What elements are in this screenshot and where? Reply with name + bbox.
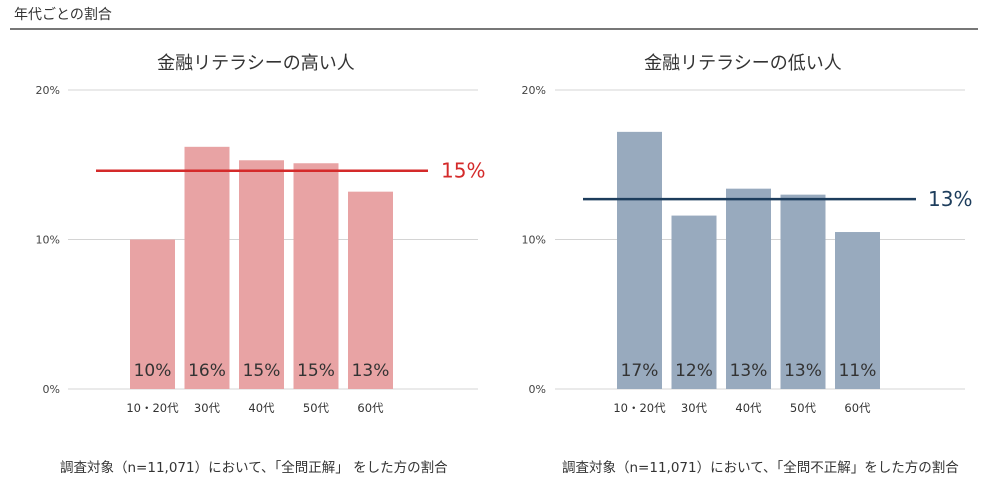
bar [239,160,284,389]
bar [726,188,771,389]
chart-caption-high: 調査対象（n=11,071）において、「全問正解」 をした方の割合 [60,460,448,476]
x-tick-label: 60代 [844,401,871,415]
bar [348,191,393,389]
page-title: 年代ごとの割合 [14,7,112,23]
average-label: 15% [441,159,485,183]
data-label: 13% [352,361,390,381]
y-tick-label: 10% [36,234,60,247]
x-tick-label: 60代 [357,401,384,415]
data-label: 12% [675,361,713,381]
x-tick-label: 50代 [303,401,330,415]
data-label: 13% [730,361,768,381]
x-tick-label: 30代 [681,401,708,415]
y-tick-label: 0% [529,383,546,396]
x-tick-label: 30代 [194,401,221,415]
x-tick-label: 10・20代 [613,401,666,415]
bar [671,215,717,389]
data-label: 17% [621,361,659,381]
x-tick-label: 10・20代 [126,401,179,415]
bar [780,194,826,389]
data-label: 15% [297,361,335,381]
y-tick-label: 0% [43,383,60,396]
bar [293,163,339,389]
x-tick-label: 40代 [735,401,762,415]
y-tick-label: 10% [522,234,546,247]
data-label: 10% [134,361,172,381]
bar [835,232,880,389]
data-label: 11% [839,361,877,381]
bar [184,146,230,389]
y-tick-label: 20% [522,84,546,97]
bar [617,131,662,390]
chart-title: 金融リテラシーの低い人 [644,53,842,74]
data-label: 16% [188,361,226,381]
x-tick-label: 50代 [790,401,817,415]
y-tick-label: 20% [36,84,60,97]
data-label: 13% [784,361,822,381]
chart-caption-low: 調査対象（n=11,071）において、「全問不正解」をした方の割合 [562,460,959,476]
header-divider [10,28,978,30]
chart-title: 金融リテラシーの高い人 [157,53,355,74]
data-label: 15% [243,361,281,381]
x-tick-label: 40代 [248,401,275,415]
bar [130,239,175,389]
average-label: 13% [928,187,972,211]
